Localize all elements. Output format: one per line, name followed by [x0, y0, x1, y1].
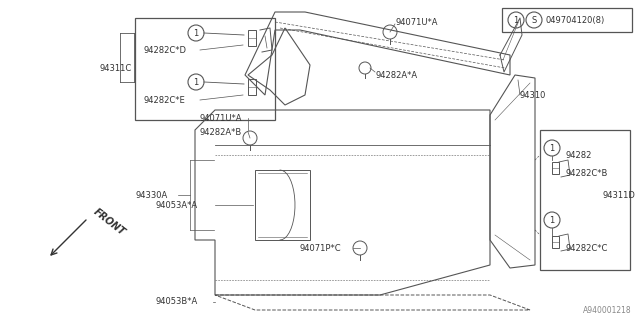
Bar: [540, 130, 630, 270]
Bar: [135, 18, 275, 120]
Text: S: S: [531, 15, 536, 25]
Text: 94310: 94310: [520, 91, 547, 100]
Text: 049704120(8): 049704120(8): [545, 15, 604, 25]
Bar: [248, 30, 256, 46]
Text: A940001218: A940001218: [584, 306, 632, 315]
Text: 1: 1: [549, 215, 555, 225]
Bar: [552, 162, 559, 174]
Text: 94282: 94282: [565, 150, 591, 159]
Text: 94282A*B: 94282A*B: [200, 127, 243, 137]
Text: 1: 1: [549, 143, 555, 153]
Text: 94311C: 94311C: [100, 63, 132, 73]
Text: 94282A*A: 94282A*A: [375, 70, 417, 79]
Text: 94053B*A: 94053B*A: [155, 298, 197, 307]
Text: 94282C*C: 94282C*C: [565, 244, 607, 252]
Bar: [248, 79, 256, 95]
Text: 94282C*D: 94282C*D: [143, 45, 186, 54]
Text: FRONT: FRONT: [92, 207, 127, 237]
Text: 94053A*A: 94053A*A: [155, 201, 197, 210]
Text: 94311D: 94311D: [602, 190, 635, 199]
Text: 94071U*A: 94071U*A: [395, 18, 438, 27]
Bar: [502, 8, 632, 32]
Text: 94282C*B: 94282C*B: [565, 169, 607, 178]
Text: 1: 1: [193, 77, 198, 86]
Text: 1: 1: [193, 28, 198, 37]
Text: 94282C*E: 94282C*E: [143, 95, 185, 105]
Text: 1: 1: [513, 15, 518, 25]
Bar: [552, 236, 559, 248]
Text: 94330A: 94330A: [135, 190, 167, 199]
Text: 94071P*C: 94071P*C: [300, 244, 342, 252]
Text: 94071U*A: 94071U*A: [200, 114, 243, 123]
